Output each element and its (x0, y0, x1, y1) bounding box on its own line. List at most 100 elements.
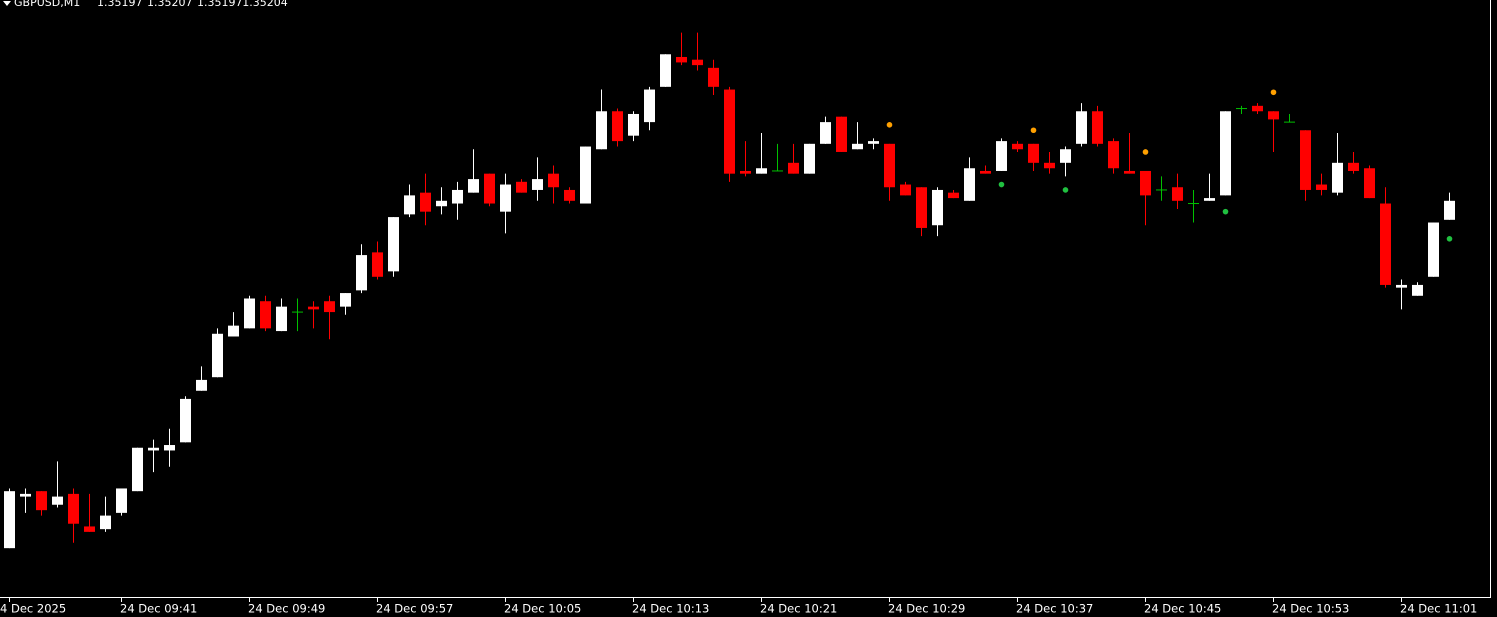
candle-body (596, 111, 607, 150)
candle-body (1204, 198, 1215, 201)
candle-body (884, 143, 895, 188)
candle-body (1444, 200, 1455, 220)
candle-body (1252, 105, 1263, 112)
candle-body (948, 192, 959, 199)
candle-body (868, 141, 879, 144)
x-tick-label: 24 Dec 10:21 (760, 602, 837, 616)
signal-dot (998, 181, 1005, 188)
candle-body (1428, 222, 1439, 277)
candle-body (900, 184, 911, 196)
signal-dot (1446, 236, 1453, 242)
x-tick-label: 24 Dec 11:01 (1400, 602, 1477, 616)
quote-open: 1.35197 (97, 0, 143, 9)
candle-body (484, 173, 495, 204)
x-tick-label: 24 Dec 10:53 (1272, 602, 1349, 616)
candle-body (324, 301, 335, 313)
candle-body (100, 515, 111, 530)
candle-body (20, 493, 31, 497)
candle-body (804, 143, 815, 174)
candle-body (692, 59, 703, 66)
signal-dot (1142, 149, 1149, 155)
candle-body (1060, 149, 1071, 163)
candle-body (836, 116, 847, 152)
candle-body (1092, 111, 1103, 144)
candle-body (788, 162, 799, 174)
candle-body (1172, 187, 1183, 201)
candle-body (468, 179, 479, 193)
signal-dot (1222, 208, 1229, 215)
candle-body (36, 491, 47, 511)
candle-body (1300, 130, 1311, 190)
candle-body (1044, 162, 1055, 169)
candle-body (276, 306, 287, 332)
candle-body (1396, 284, 1407, 288)
chart-symbol: GBPUSD,M1 (14, 0, 80, 9)
candle-body (84, 526, 95, 532)
x-tick-label: 24 Dec 10:37 (1016, 602, 1093, 616)
candle-body (132, 447, 143, 492)
quote-close: 1.35204 (242, 0, 288, 9)
candle-body (308, 306, 319, 310)
candle-body (1332, 162, 1343, 193)
candle-body (164, 445, 175, 451)
x-tick-label: 24 Dec 10:13 (632, 602, 709, 616)
candle-body (708, 67, 719, 87)
candle-body (404, 195, 415, 215)
candle-body (932, 189, 943, 226)
candle-body (564, 189, 575, 201)
candle-body (68, 493, 79, 524)
candle-body (532, 179, 543, 190)
candle-body (516, 181, 527, 193)
candle-body (1364, 168, 1375, 199)
candle-body (228, 325, 239, 337)
signal-dot (886, 122, 893, 128)
candle-body (1316, 184, 1327, 190)
candle-body (1348, 162, 1359, 171)
candle-body (1124, 170, 1135, 174)
candle-body (388, 217, 399, 272)
candle-body (724, 89, 735, 174)
candle-body (644, 89, 655, 123)
candle-body (1268, 111, 1279, 120)
candle-body (660, 54, 671, 87)
candle-body (116, 488, 127, 513)
x-tick-label: 24 Dec 09:57 (376, 602, 453, 616)
candle-body (1412, 284, 1423, 296)
x-tick-label: 24 Dec 09:49 (248, 602, 325, 616)
quote-low: 1.35197 (197, 0, 243, 9)
candle-body (756, 168, 767, 174)
candle-body (196, 379, 207, 391)
candle-body (852, 143, 863, 150)
candle-body (436, 200, 447, 207)
candle-body (1220, 111, 1231, 196)
candle-body (1380, 203, 1391, 285)
candle-body (356, 255, 367, 291)
candle-body (420, 192, 431, 212)
candle-body (260, 301, 271, 329)
candle-body (996, 141, 1007, 171)
candle-body (548, 173, 559, 188)
candle-body (1028, 143, 1039, 163)
candle-body (964, 168, 975, 201)
candle-body (1076, 111, 1087, 144)
x-tick-label: 4 Dec 2025 (0, 602, 66, 616)
candle-body (1108, 141, 1119, 169)
candle-body (628, 113, 639, 136)
candle-body (916, 187, 927, 228)
candle-body (180, 398, 191, 443)
candle-body (148, 447, 159, 451)
candle-body (1012, 143, 1023, 150)
candle-body (4, 491, 15, 549)
candle-body (52, 496, 63, 505)
collapse-icon (3, 1, 11, 6)
candle-body (740, 170, 751, 174)
candle-body (340, 293, 351, 307)
signal-dot (1270, 89, 1277, 96)
candle-body (212, 333, 223, 378)
x-tick-label: 24 Dec 09:41 (120, 602, 197, 616)
candle-body (372, 252, 383, 277)
x-tick-label: 24 Dec 10:45 (1144, 602, 1221, 616)
x-tick-label: 24 Dec 10:29 (888, 602, 965, 616)
